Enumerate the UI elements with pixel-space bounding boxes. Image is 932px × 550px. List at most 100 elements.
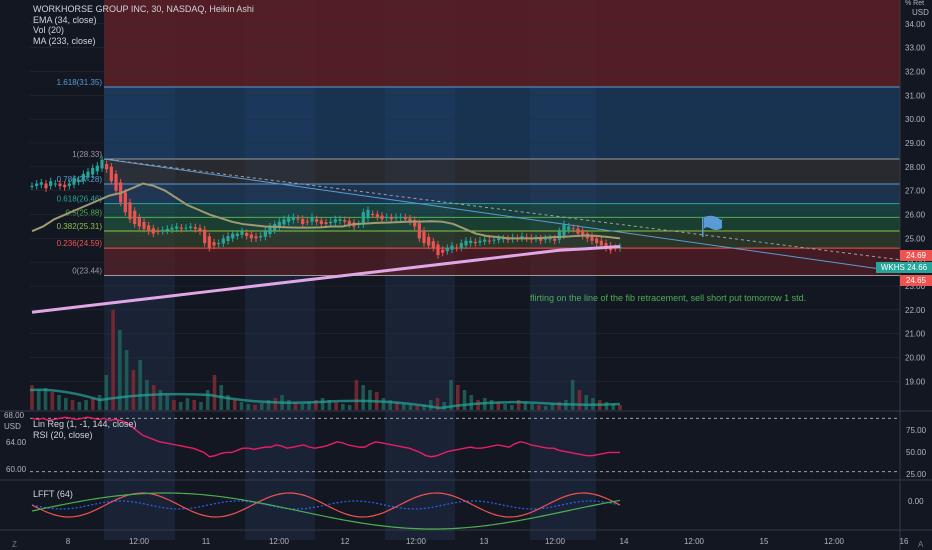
volume-bar [388,400,393,410]
volume-bar [212,375,217,410]
volume-bar [77,402,82,410]
candle-body [100,159,104,169]
candle-body [161,230,165,232]
candle-body [333,219,337,223]
volume-bar [489,400,494,410]
volume-bar [570,380,575,410]
volume-bar [50,392,55,410]
candle-body [343,220,347,222]
volume-bar [442,402,447,410]
candle-body [86,171,90,178]
price-tick-7: 27.00 [905,187,926,196]
linreg-indicator[interactable]: Lin Reg (1, -1, 144, close) [33,419,137,429]
volume-bar [57,395,61,410]
candle-body [543,238,547,240]
candle-body [240,231,244,235]
auto-scale-button[interactable]: A [918,540,924,549]
fib-zone-1618 [104,87,900,159]
candle-body [450,245,454,250]
candle-body [473,241,477,244]
lfft-indicator[interactable]: LFFT (64) [33,489,73,499]
candle-body [217,243,221,245]
fib-label-0: 1.618(31.35) [57,78,103,87]
price-tick-1: 33.00 [905,44,926,53]
candle-body [91,168,95,175]
rsi-right-label-2: 25.00 [906,470,927,479]
volume-bar [476,400,480,410]
candle-body [133,210,137,225]
indicator-vol[interactable]: Vol (20) [33,25,65,35]
volume-bar [293,402,298,410]
axis-mode-label[interactable]: % Ret [905,0,925,7]
candle-body [212,242,216,246]
candle-body [347,220,351,225]
candle-body [291,216,295,220]
chart-annotation[interactable]: flirting on the line of the fib retracem… [530,293,807,303]
candle-body [128,202,132,220]
candle-body [221,238,225,244]
candle-body [207,236,211,248]
volume-bar [327,400,332,410]
price-tick-6: 28.00 [905,163,926,172]
volume-bar [422,405,426,410]
candle-body [422,230,426,244]
candle-body [184,227,188,229]
candle-body [254,236,258,239]
candle-body [497,238,501,241]
candle-body [49,181,53,186]
volume-bar [178,402,183,410]
zoom-reset-button[interactable]: Z [12,540,17,549]
volume-bar [395,402,399,410]
volume-ma-line [29,388,621,410]
candle-body [296,218,300,220]
candle-body [506,238,510,240]
price-tick-0: 34.00 [905,20,926,29]
candle-body [380,215,384,220]
candle-body [30,185,34,187]
candle-body [67,183,71,186]
candle-body [375,214,379,217]
rsi-right-label-0: 75.00 [906,426,927,435]
candle-body [483,239,487,242]
candle-body [277,221,281,228]
price-tick-15: 19.00 [905,377,926,386]
candle-body [436,244,440,256]
candle-body [501,238,505,240]
indicator-ema[interactable]: EMA (34, close) [33,14,97,25]
volume-bar [496,402,501,410]
volume-bar [611,404,616,410]
price-tick-9: 25.00 [905,234,926,243]
rsi-indicator[interactable]: RSI (20, close) [33,429,93,440]
candle-body [427,236,431,246]
time-tick-2: 11 [202,537,211,546]
candle-body [562,224,566,236]
volume-bar [435,398,440,410]
time-tick-4: 12 [341,537,350,546]
volume-bar [550,404,555,410]
price-badge-lower: 24.65 [900,275,932,286]
volume-bar [428,400,433,410]
volume-bar [151,385,156,410]
volume-bar [415,406,420,410]
candle-body [263,231,267,237]
time-tick-8: 14 [620,537,629,546]
candle-body [165,228,169,231]
candle-body [170,227,174,230]
rsi-line [31,416,620,458]
lfft-green-line [31,492,621,530]
indicator-ma[interactable]: MA (233, close) [33,35,96,46]
candle-body [156,230,160,232]
price-tick-4: 30.00 [905,115,926,124]
fib-zone-1 [104,158,900,185]
volume-bar [523,402,528,410]
volume-bar [259,403,264,410]
lfft-right-label: 0.00 [908,497,924,506]
candle-body [487,240,491,242]
ema-34-line [31,182,621,240]
candle-body [469,240,473,244]
volume-bar [314,400,318,410]
candle-body [137,217,141,227]
price-tick-13: 21.00 [905,330,926,339]
volume-bar [165,395,169,410]
